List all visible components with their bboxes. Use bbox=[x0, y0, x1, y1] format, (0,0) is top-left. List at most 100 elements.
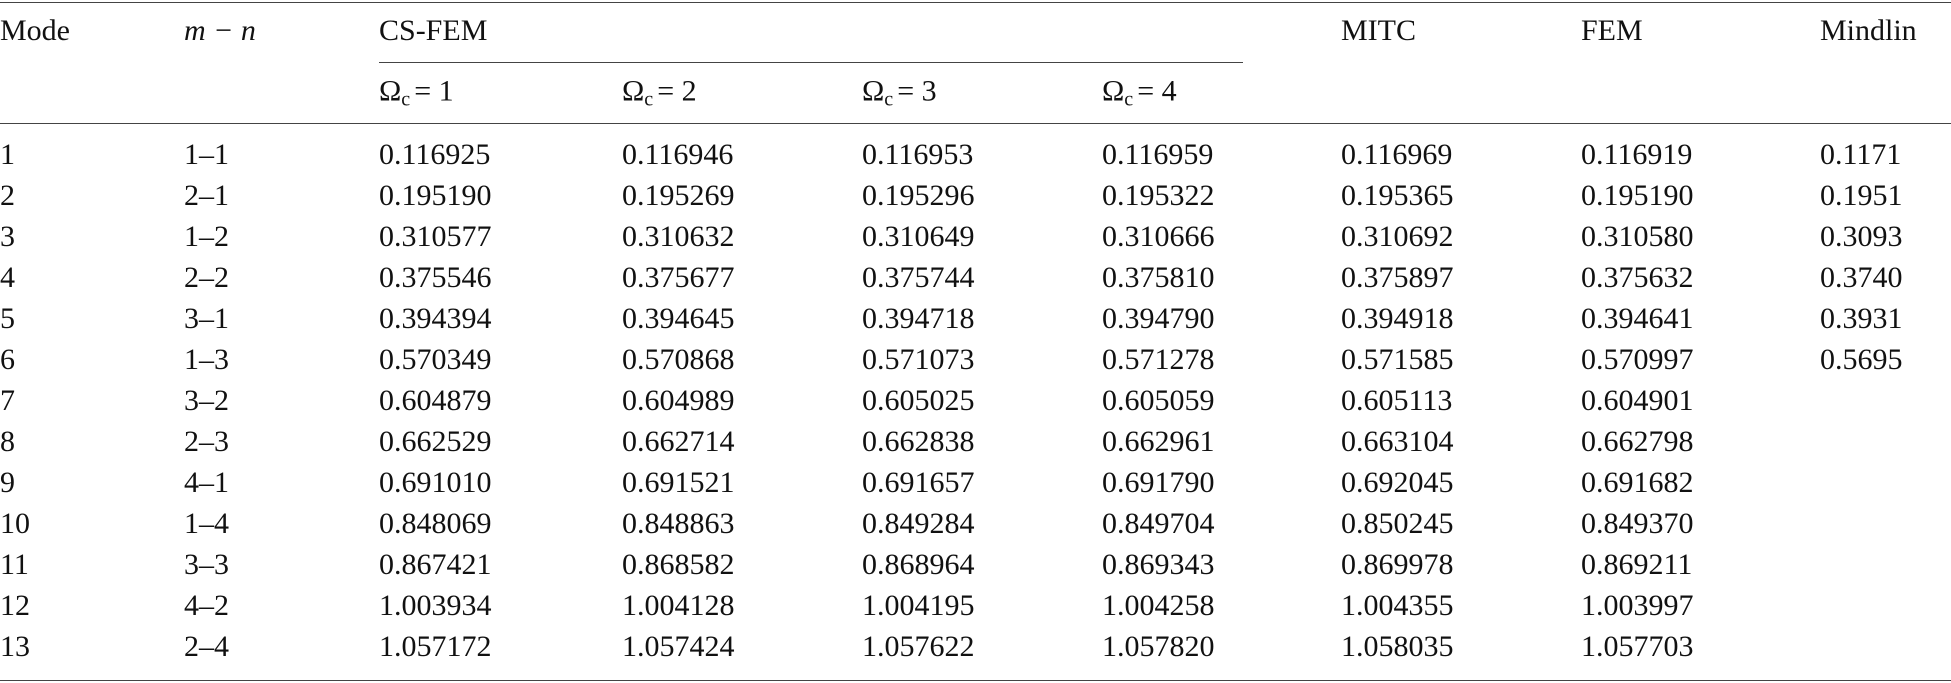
mode: 7 bbox=[0, 384, 15, 417]
frequency: 0.869343 bbox=[1102, 548, 1215, 581]
frequency: 0.869211 bbox=[1581, 548, 1693, 581]
sub-header: Ωc = 1 bbox=[379, 74, 454, 111]
header-rule bbox=[0, 123, 1951, 124]
frequency: 0.571073 bbox=[862, 343, 975, 376]
frequency: 0.850245 bbox=[1341, 507, 1454, 540]
mode-index: 3–1 bbox=[184, 302, 229, 335]
frequency: 0.310692 bbox=[1341, 220, 1454, 253]
frequency: 1.057820 bbox=[1102, 630, 1215, 663]
mode-index: 2–2 bbox=[184, 261, 229, 294]
frequency: 1.057703 bbox=[1581, 630, 1694, 663]
value: = 3 bbox=[897, 74, 937, 108]
frequency: 0.605059 bbox=[1102, 384, 1215, 417]
frequency: 0.570868 bbox=[622, 343, 735, 376]
mode: 9 bbox=[0, 466, 15, 499]
sub-header: Ωc = 2 bbox=[622, 74, 697, 111]
frequency: 0.116953 bbox=[862, 138, 974, 171]
mode: 2 bbox=[0, 179, 15, 212]
frequency: 0.375810 bbox=[1102, 261, 1215, 294]
frequency: 0.848069 bbox=[379, 507, 492, 540]
frequency: 0.310580 bbox=[1581, 220, 1694, 253]
symbol: Ω bbox=[622, 74, 645, 108]
frequency: 0.310649 bbox=[862, 220, 975, 253]
frequency: 0.116925 bbox=[379, 138, 491, 171]
frequency: 0.849704 bbox=[1102, 507, 1215, 540]
frequency: 0.195269 bbox=[622, 179, 735, 212]
value: = 4 bbox=[1137, 74, 1177, 108]
column-header: FEM bbox=[1581, 14, 1643, 47]
frequency: 0.375744 bbox=[862, 261, 975, 294]
frequency: 0.867421 bbox=[379, 548, 492, 581]
frequency: 0.310666 bbox=[1102, 220, 1215, 253]
frequency: 0.691010 bbox=[379, 466, 492, 499]
frequency: 0.849284 bbox=[862, 507, 975, 540]
frequency: 0.116919 bbox=[1581, 138, 1693, 171]
frequency: 0.116959 bbox=[1102, 138, 1214, 171]
frequency: 0.394918 bbox=[1341, 302, 1454, 335]
value: = 1 bbox=[414, 74, 454, 108]
mode-index: 1–2 bbox=[184, 220, 229, 253]
frequency: 1.004258 bbox=[1102, 589, 1215, 622]
symbol: Ω bbox=[862, 74, 885, 108]
frequency: 0.394645 bbox=[622, 302, 735, 335]
frequency: 0.691682 bbox=[1581, 466, 1694, 499]
mode: 4 bbox=[0, 261, 15, 294]
mode-index: 2–1 bbox=[184, 179, 229, 212]
group-rule bbox=[379, 62, 1243, 63]
frequency: 0.691521 bbox=[622, 466, 735, 499]
frequency: 0.662838 bbox=[862, 425, 975, 458]
mode-index: 1–1 bbox=[184, 138, 229, 171]
frequency: 1.003934 bbox=[379, 589, 492, 622]
mode: 10 bbox=[0, 507, 30, 540]
subscript: c bbox=[644, 88, 654, 111]
top-rule bbox=[0, 2, 1951, 3]
frequency: 0.3931 bbox=[1820, 302, 1903, 335]
frequency: 0.310632 bbox=[622, 220, 735, 253]
frequency: 1.004128 bbox=[622, 589, 735, 622]
mode-index: 1–4 bbox=[184, 507, 229, 540]
frequency: 0.662961 bbox=[1102, 425, 1215, 458]
column-header: MITC bbox=[1341, 14, 1416, 47]
mode: 13 bbox=[0, 630, 30, 663]
frequency: 0.116946 bbox=[622, 138, 734, 171]
frequency: 1.057622 bbox=[862, 630, 975, 663]
frequency: 0.868582 bbox=[622, 548, 735, 581]
frequency: 0.195296 bbox=[862, 179, 975, 212]
frequency: 0.868964 bbox=[862, 548, 975, 581]
frequency: 1.058035 bbox=[1341, 630, 1454, 663]
frequency: 0.605113 bbox=[1341, 384, 1453, 417]
frequency: 0.604989 bbox=[622, 384, 735, 417]
mode-index: 2–3 bbox=[184, 425, 229, 458]
symbol: Ω bbox=[1102, 74, 1125, 108]
mode-index: 4–1 bbox=[184, 466, 229, 499]
frequency: 0.1951 bbox=[1820, 179, 1903, 212]
frequency: 0.692045 bbox=[1341, 466, 1454, 499]
column-header: Mindlin bbox=[1820, 14, 1917, 47]
frequency: 0.869978 bbox=[1341, 548, 1454, 581]
frequency: 0.691657 bbox=[862, 466, 975, 499]
frequency: 0.849370 bbox=[1581, 507, 1694, 540]
frequency: 0.663104 bbox=[1341, 425, 1454, 458]
mode: 3 bbox=[0, 220, 15, 253]
subscript: c bbox=[1124, 88, 1134, 111]
frequency: 0.691790 bbox=[1102, 466, 1215, 499]
frequency: 0.375632 bbox=[1581, 261, 1694, 294]
frequency: 0.375677 bbox=[622, 261, 735, 294]
frequency: 1.004355 bbox=[1341, 589, 1454, 622]
subscript: c bbox=[401, 88, 411, 111]
frequency: 0.571585 bbox=[1341, 343, 1454, 376]
subscript: c bbox=[884, 88, 894, 111]
frequency: 0.848863 bbox=[622, 507, 735, 540]
frequency: 1.003997 bbox=[1581, 589, 1694, 622]
column-header: Mode bbox=[0, 14, 70, 47]
frequency: 0.3093 bbox=[1820, 220, 1903, 253]
frequency: 0.116969 bbox=[1341, 138, 1453, 171]
frequency: 0.5695 bbox=[1820, 343, 1903, 376]
sub-header: Ωc = 4 bbox=[1102, 74, 1177, 111]
mode: 11 bbox=[0, 548, 29, 581]
frequency: 0.662714 bbox=[622, 425, 735, 458]
column-header: CS-FEM bbox=[379, 14, 488, 47]
column-header: m − n bbox=[184, 14, 256, 47]
frequency: 0.394790 bbox=[1102, 302, 1215, 335]
